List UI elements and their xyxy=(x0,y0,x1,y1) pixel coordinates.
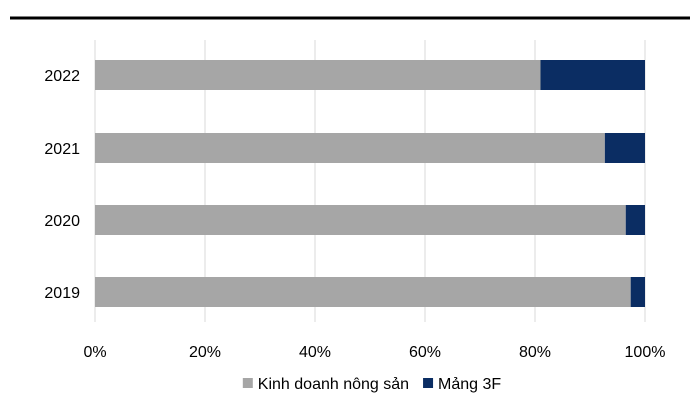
category-label: 2019 xyxy=(44,285,80,302)
category-label: 2021 xyxy=(44,141,80,158)
legend-swatch xyxy=(423,378,434,388)
bar-segment-kinh-doanh-nong-san-2020 xyxy=(95,205,626,235)
category-label: 2022 xyxy=(44,68,80,85)
bar-segment-mang-3f-2022 xyxy=(540,60,645,90)
bar-segment-mang-3f-2021 xyxy=(604,133,645,163)
legend-label: Mảng 3F xyxy=(438,376,501,393)
bar-segment-kinh-doanh-nong-san-2019 xyxy=(95,277,631,307)
bar-segment-kinh-doanh-nong-san-2022 xyxy=(95,60,541,90)
x-tick-label: 20% xyxy=(189,344,221,361)
category-labels: 2022 2021 2020 2019 xyxy=(44,68,80,302)
x-tick-labels: 0% 20% 40% 60% 80% 100% xyxy=(83,344,665,361)
category-label: 2020 xyxy=(44,213,80,230)
legend-swatch xyxy=(242,378,253,388)
x-tick-label: 80% xyxy=(519,344,551,361)
bar-segment-mang-3f-2020 xyxy=(625,205,645,235)
legend-label: Kinh doanh nông sản xyxy=(258,376,409,393)
x-tick-label: 40% xyxy=(299,344,331,361)
legend: Kinh doanh nông sản Mảng 3F xyxy=(242,376,501,393)
bar-segment-mang-3f-2019 xyxy=(630,277,645,307)
bars xyxy=(95,60,645,307)
x-tick-label: 60% xyxy=(409,344,441,361)
bar-segment-kinh-doanh-nong-san-2021 xyxy=(95,133,605,163)
x-tick-label: 0% xyxy=(83,344,106,361)
x-tick-label: 100% xyxy=(625,344,666,361)
